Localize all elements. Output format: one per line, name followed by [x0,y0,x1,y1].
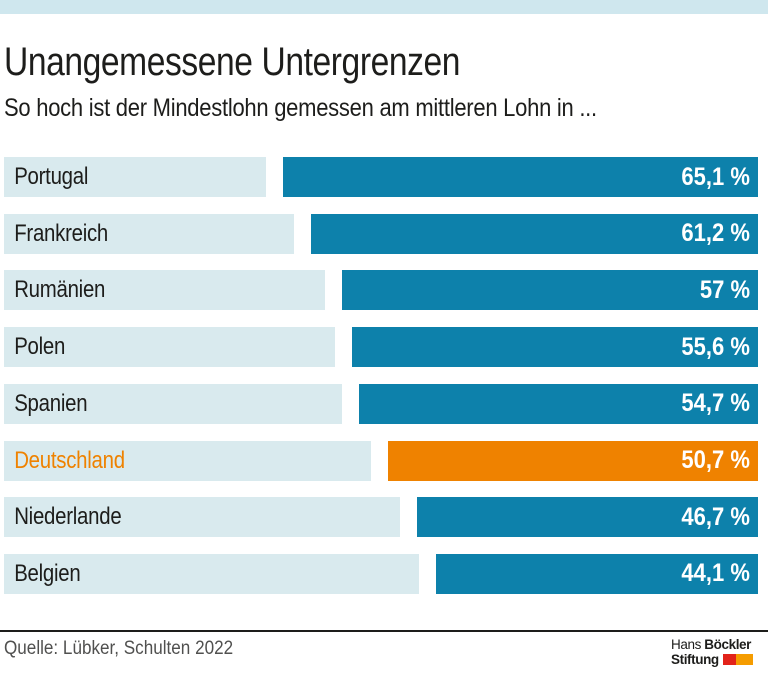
category-label: Deutschland [14,446,125,474]
value-label: 61,2 % [681,219,751,248]
value-label: 50,7 % [681,446,751,474]
bar-chart: Portugal 65,1 % Frankreich 61,2 % Rumänien 57… [0,157,768,597]
value-bar: 65,1 % [282,157,758,197]
value-bar: 44,1 % [436,553,758,594]
value-bar: 57 % [341,270,758,311]
value-label: 55,6 % [681,332,751,361]
logo-orange-square-icon [735,654,753,665]
category-label: Frankreich [14,219,109,247]
logo-line2: Stiftung [671,652,765,667]
hbs-logo: Hans Böckler Stiftung [671,637,765,667]
category-label-box: Rumänien [4,270,325,311]
logo-red-square-icon [722,654,736,665]
category-label-box: Belgien [4,553,420,594]
value-bar: 61,2 % [311,213,758,254]
logo-text-hans: Hans [671,637,701,652]
value-bar: 50,7 % [387,440,758,481]
value-label: 54,7 % [681,389,751,418]
logo-text-boeckler: Böckler [704,637,752,652]
value-bar: 46,7 % [417,497,758,538]
bar-row: Polen 55,6 % [0,327,768,368]
bar-row: Spanien 54,7 % [0,383,768,424]
category-label-box: Portugal [4,157,266,197]
bar-row: Deutschland 50,7 % [0,440,768,481]
value-label: 57 % [699,275,751,304]
value-bar: 55,6 % [352,327,758,368]
value-label: 44,1 % [681,559,751,588]
footer-divider [0,630,768,632]
value-bar: 54,7 % [358,383,758,424]
category-label: Belgien [14,559,81,587]
category-label: Polen [14,333,66,361]
category-label-box: Deutschland [4,440,371,481]
top-accent-strip [0,0,768,14]
category-label: Portugal [14,163,89,190]
bar-row: Belgien 44,1 % [0,553,768,594]
category-label-box: Frankreich [4,213,295,254]
logo-line1: Hans Böckler [671,637,765,652]
category-label: Niederlande [14,503,122,531]
logo-text-stiftung: Stiftung [671,652,719,667]
value-label: 46,7 % [681,502,751,531]
bar-row: Rumänien 57 % [0,270,768,311]
value-label: 65,1 % [681,162,751,191]
bar-row: Portugal 65,1 % [0,157,768,197]
source-note: Quelle: Lübker, Schulten 2022 [4,638,234,659]
bar-row: Niederlande 46,7 % [0,497,768,538]
category-label: Rumänien [14,276,106,304]
bar-row: Frankreich 61,2 % [0,213,768,254]
category-label-box: Polen [4,327,336,368]
page-title: Unangemessene Untergrenzen [4,40,461,84]
category-label: Spanien [14,389,88,417]
page-subtitle: So hoch ist der Mindestlohn gemessen am … [4,94,597,122]
category-label-box: Spanien [4,383,342,424]
category-label-box: Niederlande [4,497,401,538]
